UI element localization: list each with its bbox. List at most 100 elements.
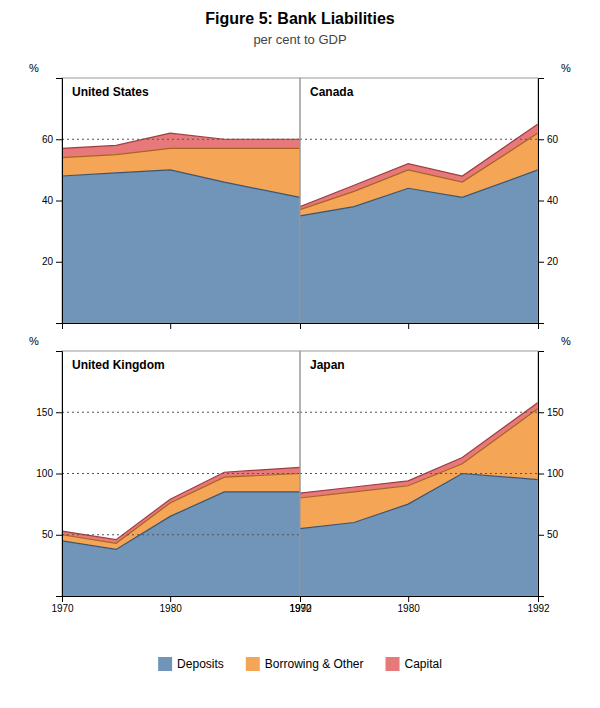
axis-line <box>539 352 545 597</box>
tick: 1992 <box>289 596 312 614</box>
plot-frame <box>62 351 300 596</box>
reference-line <box>300 412 538 413</box>
tick-label: 1970 <box>51 603 74 614</box>
title: Figure 5: Bank Liabilities <box>205 10 394 27</box>
tick: 100 <box>36 468 62 479</box>
tick-mark <box>170 323 171 329</box>
reference-line <box>62 139 300 140</box>
tick-label: 40 <box>547 195 559 206</box>
tick-label: 40 <box>42 195 54 206</box>
tick-label: 1992 <box>289 603 312 614</box>
tick-mark <box>300 596 301 602</box>
axis-line <box>63 324 301 330</box>
x-axis: 1970 1980 1992 <box>51 596 312 614</box>
y-axis: 50 100 150 <box>36 352 62 597</box>
area <box>300 124 538 210</box>
area <box>300 133 538 216</box>
y-axis: 20 40 60 <box>42 79 63 324</box>
axis-line <box>539 79 545 324</box>
panel-title: Canada <box>310 85 354 99</box>
legend-label: Capital <box>405 657 442 671</box>
legend-label: Deposits <box>177 657 224 671</box>
tick: 20 <box>538 256 559 267</box>
tick-label: 1980 <box>160 603 183 614</box>
plot-area <box>62 412 300 596</box>
axis-line <box>56 352 63 597</box>
tick: 50 <box>538 529 559 540</box>
panel-title: United States <box>72 85 149 99</box>
tick: 50 <box>42 529 62 540</box>
legend-swatch <box>386 657 400 671</box>
line <box>62 467 300 539</box>
axis-title: % <box>561 62 571 74</box>
x-axis: 197019801992 <box>289 596 550 614</box>
area <box>62 467 300 543</box>
tick-label: 150 <box>36 407 53 418</box>
tick-mark <box>300 596 301 602</box>
legend-item: Capital <box>386 657 442 671</box>
tick-mark <box>538 262 544 263</box>
line <box>62 170 300 198</box>
tick-label: 60 <box>547 134 559 145</box>
legend: Deposits Borrowing & Other Capital <box>158 657 442 671</box>
x-axis <box>301 323 539 329</box>
tick: 150 <box>538 407 564 418</box>
plot-area <box>300 402 538 596</box>
reference-line <box>62 412 300 413</box>
tick-label: 50 <box>42 529 54 540</box>
tick-label: 1992 <box>527 603 550 614</box>
tick-mark <box>538 535 544 536</box>
area <box>300 409 538 529</box>
line <box>62 474 300 544</box>
plot-area <box>62 133 300 323</box>
tick <box>300 323 301 329</box>
tick-label: 50 <box>547 529 559 540</box>
tick-mark <box>538 201 544 202</box>
tick-label: 1970 <box>289 603 312 614</box>
tick-mark <box>170 596 171 602</box>
reference-line <box>300 473 538 474</box>
plot-frame <box>300 351 538 596</box>
legend-swatch <box>246 657 260 671</box>
axis-line <box>301 324 539 330</box>
panel: 19701980199250100150%Japan <box>289 335 571 614</box>
tick-mark <box>56 262 62 263</box>
tick-mark <box>408 596 409 602</box>
tick-mark <box>538 474 544 475</box>
tick: 40 <box>538 195 559 206</box>
tick-label: 60 <box>42 134 54 145</box>
chart: Figure 5: Bank Liabilities per cent to GD… <box>0 0 600 708</box>
tick: 60 <box>538 134 559 145</box>
reference-line <box>62 473 300 474</box>
line <box>62 148 300 157</box>
tick-mark <box>538 412 544 413</box>
axis-line <box>56 79 63 324</box>
line <box>300 124 538 207</box>
reference-line <box>62 534 300 535</box>
tick-mark <box>56 474 62 475</box>
tick: 1980 <box>160 596 183 614</box>
tick-mark <box>300 323 301 329</box>
tick-mark <box>56 412 62 413</box>
panel: 19701980199250100150%United Kingdom <box>29 335 312 614</box>
tick-label: 100 <box>547 468 564 479</box>
tick-mark <box>56 139 62 140</box>
axis-line <box>301 597 539 603</box>
subtitle: per cent to GDP <box>253 32 346 47</box>
tick-mark <box>56 535 62 536</box>
line <box>300 402 538 493</box>
line <box>300 409 538 498</box>
area <box>62 133 300 158</box>
reference-line <box>300 139 538 140</box>
y-axis: 50 100 150 <box>538 352 564 597</box>
tick-label: 20 <box>42 256 54 267</box>
panel: 20 40 60% Canada <box>300 62 571 329</box>
tick: 20 <box>42 256 62 267</box>
panel: 20 40 60% United States <box>29 62 300 329</box>
line <box>300 133 538 210</box>
axis-line <box>63 597 301 603</box>
tick: 1970 <box>289 596 312 614</box>
axis-title: % <box>29 62 39 74</box>
legend-item: Borrowing & Other <box>246 657 364 671</box>
panel-title: Japan <box>310 358 345 372</box>
